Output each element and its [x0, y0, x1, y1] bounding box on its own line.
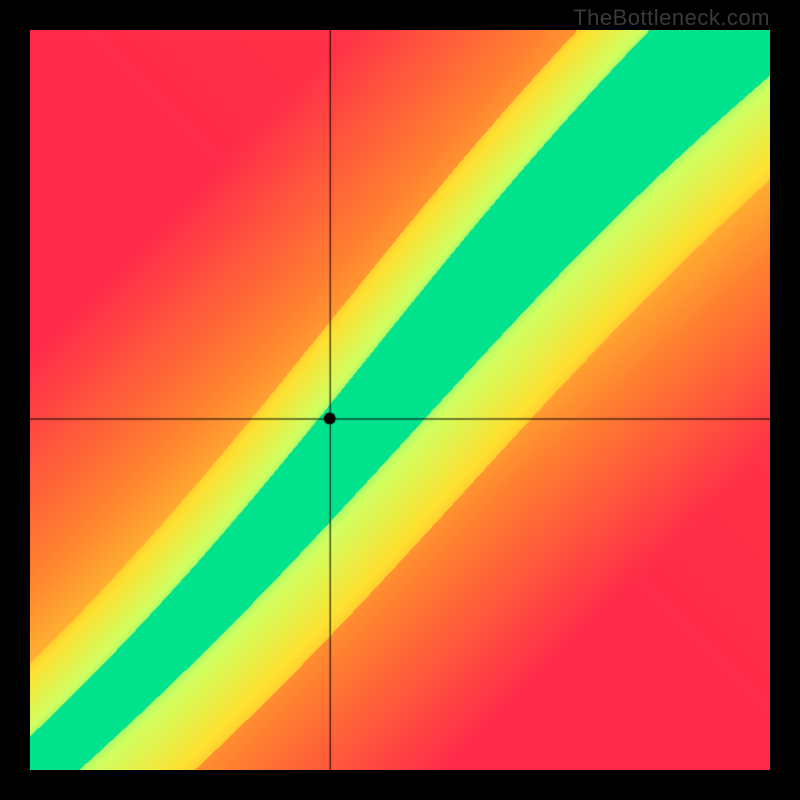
chart-container: TheBottleneck.com [0, 0, 800, 800]
watermark-text: TheBottleneck.com [573, 5, 770, 31]
bottleneck-heatmap [30, 30, 770, 770]
